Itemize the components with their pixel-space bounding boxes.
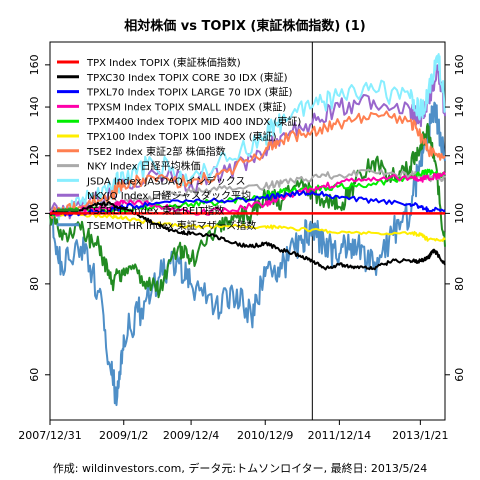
chart-title: 相対株価 vs TOPIX (東証株価指数) (1) [124, 18, 365, 34]
x-tick-label: 2009/1/2 [99, 429, 148, 442]
legend-entry: NKYJQ Index 日経ジャスダック平均 [87, 189, 251, 202]
x-tick-label: 2011/12/14 [308, 429, 371, 442]
series-line [49, 211, 446, 242]
legend-entry: JSDA Index JASDAQ インデックス [86, 174, 245, 187]
plot-area [49, 41, 446, 421]
y-tick-label-left: 140 [28, 97, 41, 118]
y-tick-label-right: 140 [453, 97, 466, 118]
x-tick-label: 2009/12/4 [163, 429, 219, 442]
series-line [49, 53, 446, 221]
y-tick-label-left: 60 [28, 368, 41, 382]
y-tick-label-right: 160 [453, 54, 466, 75]
x-tick-label: 2013/1/21 [392, 429, 448, 442]
legend-entry: TPXL70 Index TOPIX LARGE 70 IDX (東証) [86, 86, 292, 99]
legend-entry: TPXM400 Index TOPIX MID 400 INDX (東証) [86, 115, 301, 128]
chart-footer: 作成: wildinvestors.com, データ元:トムソンロイター, 最終… [53, 461, 427, 475]
series-line [49, 201, 446, 271]
series-line [49, 110, 446, 219]
y-tick-label-left: 80 [28, 277, 41, 291]
legend-entry: TPX Index TOPIX (東証株価指数) [86, 56, 241, 69]
legend-entry: TPXC30 Index TOPIX CORE 30 IDX (東証) [86, 71, 288, 84]
y-tick-label-right: 120 [453, 145, 466, 166]
y-tick-label-right: 60 [453, 368, 466, 382]
y-tick-label-left: 160 [28, 54, 41, 75]
y-tick-label-left: 100 [28, 203, 41, 224]
series-line [49, 101, 446, 407]
legend-entry: TPX100 Index TOPIX 100 INDEX (東証) [86, 130, 277, 143]
legend-entry: TSEREIT Index 東証REIT指数 [86, 204, 224, 217]
legend-entry: NKY Index 日経平均株価 [87, 160, 201, 173]
x-tick-label: 2007/12/31 [18, 429, 81, 442]
y-tick-label-right: 100 [453, 203, 466, 224]
y-tick-label-right: 80 [453, 277, 466, 291]
y-tick-label-left: 120 [28, 145, 41, 166]
series-line [49, 171, 446, 217]
legend-entry: TSE2 Index 東証2部 株価指数 [86, 145, 226, 158]
legend-entry: TSEMOTHR Index 東証マザーズ指数 [86, 219, 256, 232]
legend-entry: TPXSM Index TOPIX SMALL INDEX (東証) [86, 100, 286, 113]
x-tick-label: 2010/12/9 [237, 429, 293, 442]
